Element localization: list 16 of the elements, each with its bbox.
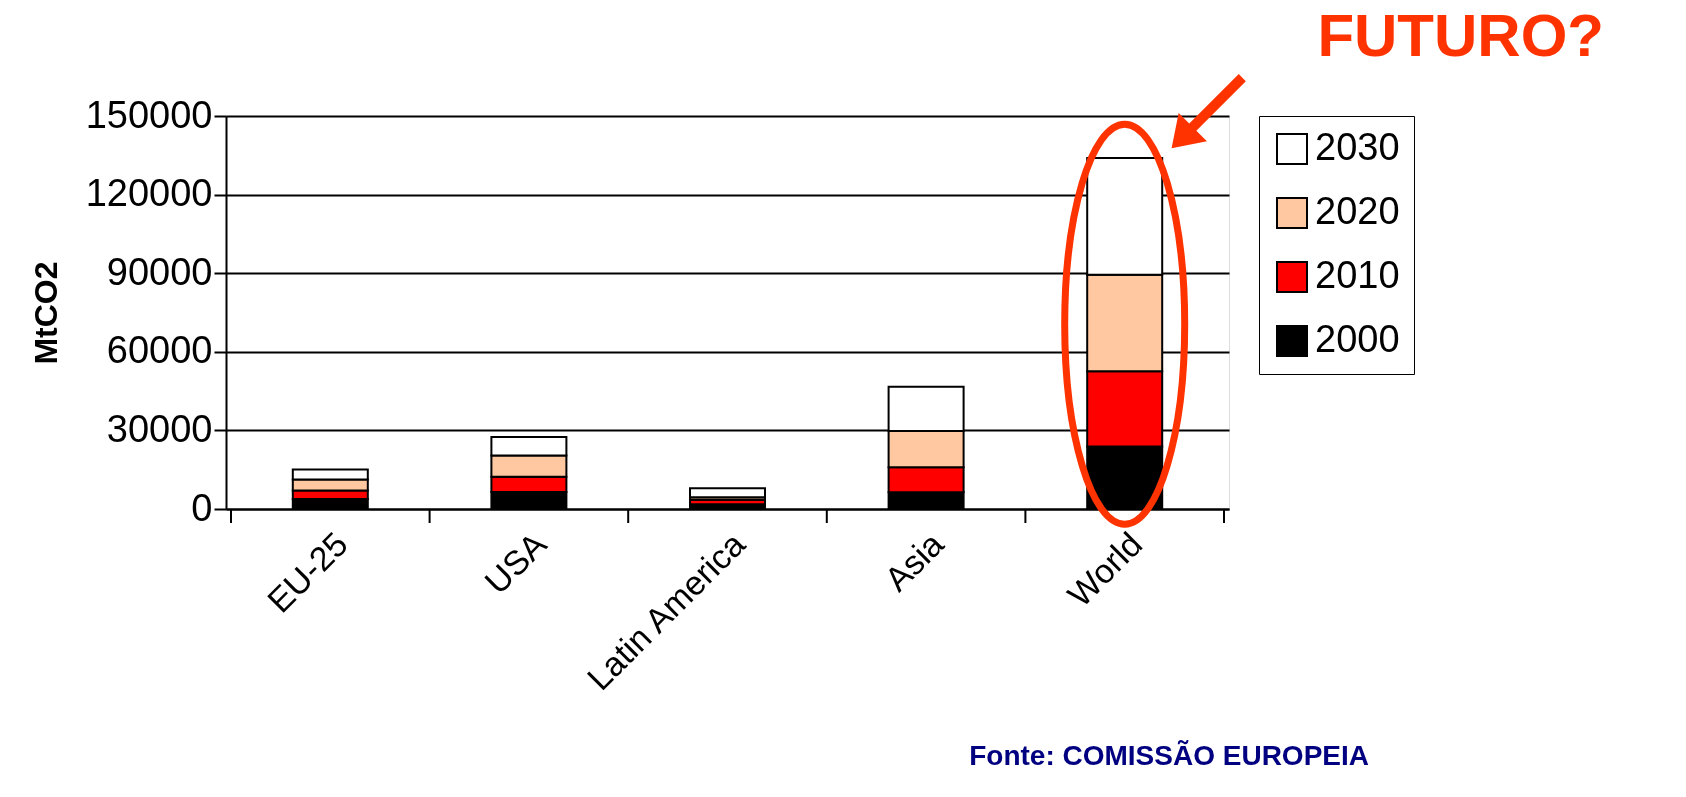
legend-label: 2020 <box>1315 190 1400 232</box>
x-tick-label: Asia <box>877 524 951 599</box>
y-tick-label: 150000 <box>85 93 213 136</box>
legend-label: 2030 <box>1315 126 1400 168</box>
legend-label: 2000 <box>1315 318 1400 360</box>
y-axis-title: MtCO2 <box>27 261 64 365</box>
y-tick-label: 90000 <box>106 250 213 293</box>
x-tick-label: USA <box>477 524 554 601</box>
legend-label: 2010 <box>1315 254 1400 296</box>
source-note: Fonte: COMISSÃO EUROPEIA <box>969 740 1369 771</box>
y-tick-label: 30000 <box>106 407 213 450</box>
text: FUTURO? <box>1317 2 1604 69</box>
y-tick-label: 60000 <box>106 329 213 372</box>
y-tick-label: 120000 <box>85 172 213 215</box>
y-tick-label: 0 <box>191 486 213 529</box>
bar <box>689 487 766 499</box>
